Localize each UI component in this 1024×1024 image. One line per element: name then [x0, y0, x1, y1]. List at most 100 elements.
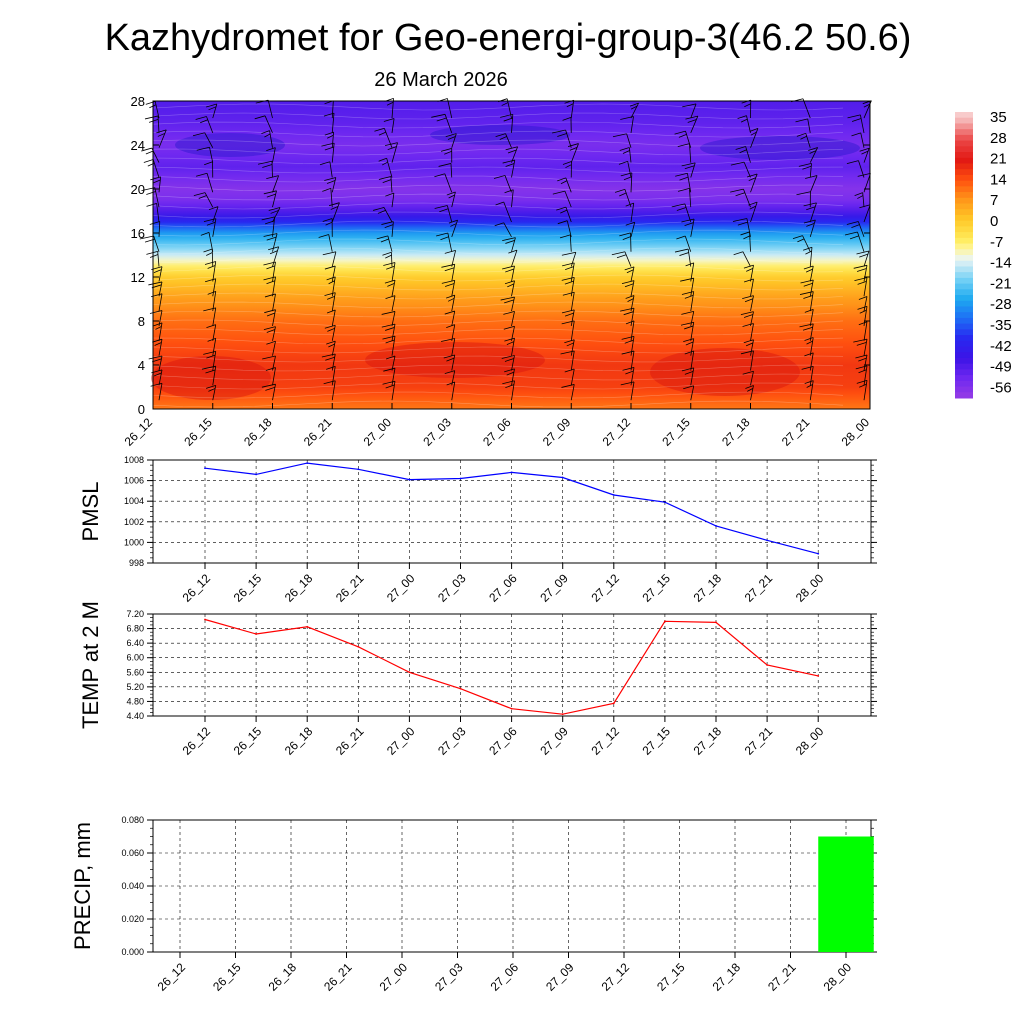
- wind-barb-staff: [809, 247, 813, 267]
- wind-barb-flag: [148, 281, 163, 286]
- wind-barb-staff: [627, 161, 632, 178]
- wind-barb-staff: [451, 370, 456, 386]
- isotherm-line: [152, 193, 844, 201]
- wind-barb-staff: [391, 336, 396, 356]
- wind-barb-flag: [319, 161, 331, 166]
- colorbar-swatch: [955, 260, 973, 267]
- wind-barb-staff: [745, 146, 751, 163]
- temp-x-tick-label: 27_03: [435, 724, 469, 758]
- wind-barb-flag: [847, 114, 861, 119]
- wind-barb-staff: [511, 368, 515, 386]
- pmsl-data-point: [204, 467, 206, 470]
- pmsl-y-tick-label: 1006: [124, 476, 144, 486]
- pmsl-x-tick-label: 27_15: [640, 571, 674, 605]
- wind-barb-staff: [272, 293, 276, 312]
- precip-y-tick-label: 0.060: [121, 848, 144, 858]
- wind-barb-staff: [624, 189, 632, 208]
- wind-barb-flag: [800, 135, 807, 140]
- wind-barb-flag: [448, 194, 455, 199]
- temp-data-point: [510, 707, 513, 710]
- colorbar-swatch: [955, 169, 973, 176]
- wind-barb-flag: [262, 164, 273, 168]
- wind-barb-flag: [685, 262, 694, 267]
- wind-barb-flag: [207, 290, 216, 295]
- colorbar-swatch: [955, 266, 973, 273]
- wind-barb-staff: [809, 323, 814, 341]
- wind-barb-flag: [559, 234, 571, 239]
- wind-barb-flag: [681, 218, 695, 223]
- wind-barb-staff: [451, 324, 456, 341]
- wind-barb-staff: [630, 203, 635, 223]
- wind-barb-flag: [503, 311, 515, 315]
- wind-barb-staff: [570, 384, 575, 401]
- wind-barb-flag: [625, 221, 635, 226]
- wind-barb-staff: [685, 130, 692, 148]
- temp-y-tick-label: 6.80: [126, 624, 144, 634]
- isotherm-line: [152, 310, 844, 318]
- isotherm-line: [152, 283, 844, 291]
- wind-barb-flag: [806, 206, 816, 211]
- isotherm-line: [152, 400, 844, 408]
- isotherm-line: [152, 346, 844, 354]
- wind-barb-flag: [740, 231, 750, 236]
- wind-barb-flag: [431, 113, 446, 118]
- wind-barb-flag: [507, 283, 515, 288]
- wind-barb-flag: [560, 209, 568, 214]
- colorbar-swatch: [955, 214, 973, 222]
- wind-barb-staff: [809, 309, 814, 327]
- wind-barb-staff: [750, 311, 754, 327]
- wind-barb-staff: [511, 355, 515, 371]
- wind-barb-flag: [612, 133, 627, 138]
- wind-barb-staff: [447, 232, 453, 252]
- wind-barb-flag: [321, 142, 335, 147]
- wind-barb-flag: [675, 172, 688, 177]
- wind-barb-flag: [444, 310, 455, 315]
- colorbar-swatch: [955, 157, 973, 164]
- temp-x-tick-label: 28_00: [793, 724, 827, 758]
- wind-barb-flag: [206, 385, 216, 389]
- wind-barb-flag: [153, 322, 163, 327]
- wind-barb-staff: [570, 320, 575, 341]
- wind-barb-staff: [690, 103, 697, 119]
- wind-barb-staff: [444, 114, 453, 134]
- wind-barb-flag: [630, 105, 638, 110]
- wind-barb-flag: [856, 379, 868, 384]
- wind-barb-flag: [446, 381, 455, 386]
- wind-barb-flag: [743, 264, 754, 269]
- wind-barb-staff: [630, 266, 635, 282]
- x-tick-label: 27_18: [719, 415, 753, 449]
- isotherm-line: [152, 130, 844, 138]
- wind-barb-staff: [860, 132, 865, 148]
- pmsl-data-point: [817, 552, 820, 555]
- isotherm-line: [152, 112, 844, 120]
- temp-x-tick-label: 27_12: [588, 724, 622, 758]
- wind-barb-flag: [266, 147, 276, 152]
- wind-barb-staff: [330, 188, 333, 208]
- wind-barb-staff: [212, 261, 217, 282]
- y-tick-label: 24: [131, 138, 145, 153]
- wind-barb-flag: [564, 339, 575, 344]
- wind-barb-flag: [434, 173, 445, 178]
- wind-barb-flag: [564, 312, 574, 317]
- wind-barb-flag: [152, 338, 163, 343]
- isotherm-line: [152, 229, 844, 237]
- wind-barb-staff: [624, 251, 632, 267]
- wind-barb-flag: [447, 136, 456, 140]
- wind-barb-staff: [802, 235, 811, 252]
- wind-barb-flag: [743, 278, 754, 283]
- wind-barb-staff: [158, 383, 163, 401]
- pmsl-data-point: [612, 494, 615, 496]
- colorbar-swatch: [955, 117, 973, 124]
- wind-barb-flag: [377, 209, 386, 214]
- pmsl-x-tick-label: 27_21: [742, 571, 776, 605]
- wind-barb-flag: [749, 127, 759, 132]
- wind-barb-flag: [505, 268, 515, 273]
- colorbar-label: -49: [990, 359, 1012, 376]
- pmsl-data-point: [408, 478, 411, 481]
- isotherm-line: [152, 247, 844, 255]
- wind-barb-staff: [809, 163, 812, 178]
- pmsl-x-tick-label: 27_03: [435, 571, 469, 605]
- wind-barb-flag: [504, 299, 515, 304]
- wind-barb-staff: [690, 350, 695, 371]
- wind-barb-flag: [806, 222, 815, 227]
